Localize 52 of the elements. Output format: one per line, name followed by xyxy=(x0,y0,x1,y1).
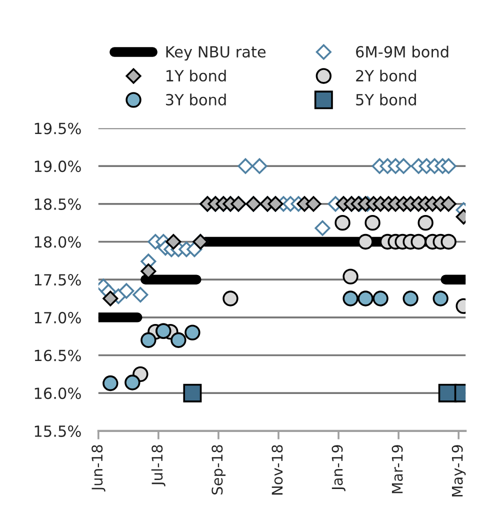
point xyxy=(183,384,202,402)
x-tick-label: Jun-18 xyxy=(92,445,106,492)
legend-label: 6M-9M bond xyxy=(356,46,448,58)
legend-label: 2Y bond xyxy=(356,70,416,82)
point xyxy=(252,158,268,174)
point xyxy=(166,234,182,250)
point xyxy=(364,214,380,231)
point xyxy=(132,286,148,302)
point xyxy=(402,290,418,306)
point xyxy=(118,283,134,299)
point xyxy=(372,290,388,306)
legend-label: 5Y bond xyxy=(356,94,416,106)
point xyxy=(238,158,254,174)
point xyxy=(440,234,456,250)
point xyxy=(396,158,412,174)
point xyxy=(170,332,186,348)
legend-label: 3Y bond xyxy=(166,94,226,106)
y-tick-label: 19.0% xyxy=(34,160,81,172)
legend-label: Key NBU rate xyxy=(166,46,266,61)
point xyxy=(334,214,350,231)
point xyxy=(342,290,358,306)
y-tick-label: 15.5% xyxy=(34,425,81,437)
x-tick-label: May-19 xyxy=(452,445,466,496)
x-tick-label: Jan-19 xyxy=(332,445,346,492)
point xyxy=(342,268,358,284)
y-tick-label: 19.5% xyxy=(34,122,81,134)
y-tick-label: 16.5% xyxy=(34,350,81,362)
point xyxy=(440,196,456,212)
point xyxy=(222,290,238,306)
x-tick-label: Jul-18 xyxy=(151,445,166,486)
y-tick-label: 16.0% xyxy=(34,388,81,400)
x-tick-label: Sep-18 xyxy=(212,445,226,494)
point xyxy=(314,220,330,236)
point xyxy=(440,158,456,174)
y-tick-label: 17.5% xyxy=(34,274,81,286)
point xyxy=(102,290,118,306)
point xyxy=(102,375,118,392)
y-tick-label: 18.5% xyxy=(34,198,81,210)
point xyxy=(410,234,426,250)
point xyxy=(124,374,140,390)
point xyxy=(306,196,322,212)
x-tick-label: Mar-19 xyxy=(392,445,403,494)
y-tick-label: 17.0% xyxy=(34,312,81,324)
point xyxy=(358,234,374,250)
y-tick-label: 18.0% xyxy=(34,236,81,248)
point xyxy=(358,290,374,306)
point xyxy=(432,290,448,306)
legend-label: 1Y bond xyxy=(166,70,226,82)
point xyxy=(140,332,156,348)
point xyxy=(184,324,200,340)
x-tick-label: Nov-18 xyxy=(272,445,283,495)
point xyxy=(418,214,434,231)
